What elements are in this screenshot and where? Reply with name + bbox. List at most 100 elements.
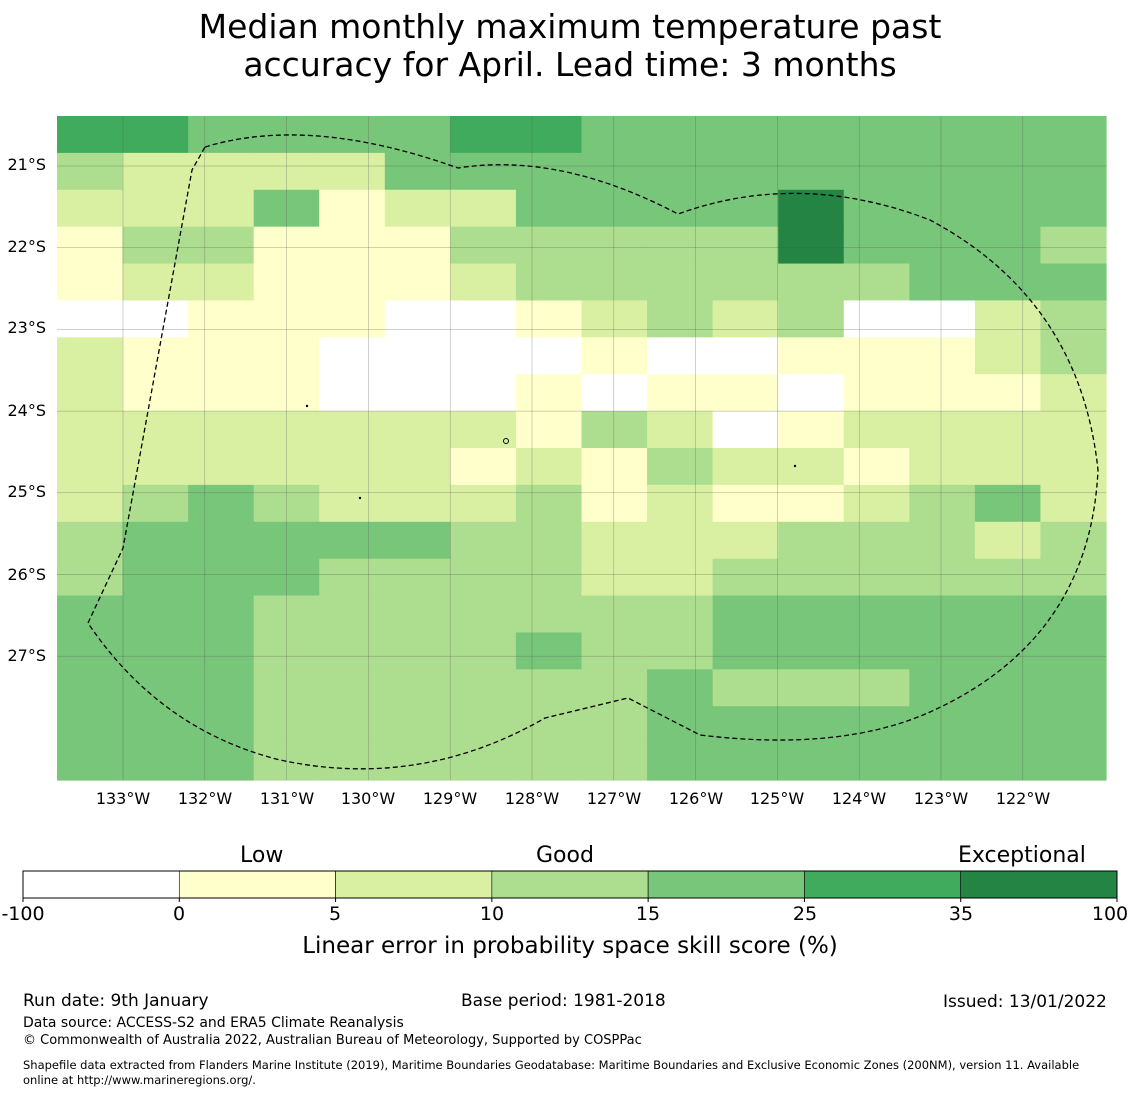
grid-cell <box>122 374 189 412</box>
grid-cell <box>57 669 124 707</box>
grid-cell <box>647 632 714 670</box>
skill-score-grid <box>57 116 1107 781</box>
grid-cell <box>778 411 845 449</box>
grid-cell <box>515 521 583 560</box>
eez-boundary-outline <box>87 134 1099 770</box>
colorbar-segment <box>960 870 1118 899</box>
grid-cell <box>581 226 648 265</box>
grid-cell <box>450 300 517 338</box>
grid-cell <box>778 595 845 634</box>
grid-cell <box>843 595 910 634</box>
grid-cell <box>909 152 976 191</box>
lat-label-27s: 27°S <box>7 646 46 665</box>
grid-cell <box>712 189 779 228</box>
grid-cell <box>384 116 451 154</box>
colorbar-tick-label: 0 <box>172 903 186 925</box>
grid-cell <box>450 632 517 670</box>
legend-category-good: Good <box>536 843 594 868</box>
grid-cell <box>515 706 583 744</box>
grid-cell <box>974 337 1042 375</box>
grid-cell <box>843 152 910 191</box>
grid-cell <box>57 448 124 486</box>
grid-cell <box>450 263 517 302</box>
colorbar-tick-label: 15 <box>635 903 661 925</box>
grid-cell <box>319 263 386 302</box>
lat-label-22s: 22°S <box>7 237 46 256</box>
grid-cell <box>122 669 189 707</box>
grid-cell <box>319 337 386 375</box>
grid-cell <box>188 632 255 670</box>
grid-cell <box>909 521 976 560</box>
colorbar-tick-label: 35 <box>948 903 974 925</box>
grid-cell <box>319 448 386 486</box>
grid-cell <box>647 300 714 338</box>
colorbar-segment <box>647 870 805 899</box>
grid-cell <box>515 152 583 191</box>
grid-cell <box>778 632 845 670</box>
grid-cell <box>712 706 779 744</box>
lon-label-122w: 122°W <box>995 789 1051 808</box>
grid-cell <box>581 189 648 228</box>
grid-cell <box>647 152 714 191</box>
issued-date: Issued: 13/01/2022 <box>943 992 1107 1012</box>
grid-cell <box>647 521 714 560</box>
lon-label-123w: 123°W <box>913 789 969 808</box>
grid-cell <box>57 300 124 338</box>
grid-cell <box>712 116 779 154</box>
lon-label-126w: 126°W <box>668 789 724 808</box>
grid-cell <box>515 411 583 449</box>
grid-cell <box>450 189 517 228</box>
grid-cell <box>778 743 845 781</box>
colorbar-segment <box>178 870 336 899</box>
grid-cell <box>778 189 845 228</box>
grid-cell <box>843 669 910 707</box>
grid-cell <box>909 374 976 412</box>
grid-cell <box>515 484 583 523</box>
grid-cell <box>188 152 255 191</box>
grid-cell <box>909 116 976 154</box>
lon-label-129w: 129°W <box>422 789 478 808</box>
data-source: Data source: ACCESS-S2 and ERA5 Climate … <box>23 1015 404 1031</box>
grid-cell <box>581 263 648 302</box>
grid-cell <box>712 411 779 449</box>
grid-cell <box>778 116 845 154</box>
grid-cell <box>778 669 845 707</box>
grid-cell <box>647 337 714 375</box>
grid-cell <box>712 152 779 191</box>
lon-label-132w: 132°W <box>177 789 233 808</box>
grid-cell <box>450 669 517 707</box>
grid-cell <box>843 300 910 338</box>
grid-cell <box>647 263 714 302</box>
grid-cell <box>188 189 255 228</box>
grid-cell <box>515 116 583 154</box>
grid-cell <box>909 669 976 707</box>
grid-cell <box>909 263 976 302</box>
colorbar-segment <box>491 870 649 899</box>
grid-cell <box>384 743 451 781</box>
grid-cell <box>122 558 189 597</box>
grid-cell <box>384 521 451 560</box>
grid-cell <box>712 743 779 781</box>
chart-title: Median monthly maximum temperature past … <box>0 8 1140 84</box>
grid-cell <box>188 374 255 412</box>
grid-cell <box>57 226 124 265</box>
grid-cell <box>909 632 976 670</box>
grid-cell <box>122 189 189 228</box>
grid-cell <box>909 558 976 597</box>
grid-cell <box>712 669 779 707</box>
grid-cell <box>450 374 517 412</box>
grid-cell <box>515 632 583 670</box>
grid-cell <box>712 263 779 302</box>
grid-cell <box>974 116 1042 154</box>
grid-cell <box>1040 374 1107 412</box>
grid-cell <box>319 116 386 154</box>
grid-cell <box>974 411 1042 449</box>
grid-cell <box>843 558 910 597</box>
grid-cell <box>647 669 714 707</box>
grid-cell <box>647 448 714 486</box>
grid-cell <box>515 189 583 228</box>
grid-cell <box>188 558 255 597</box>
grid-cell <box>581 116 648 154</box>
grid-cell <box>57 484 124 523</box>
